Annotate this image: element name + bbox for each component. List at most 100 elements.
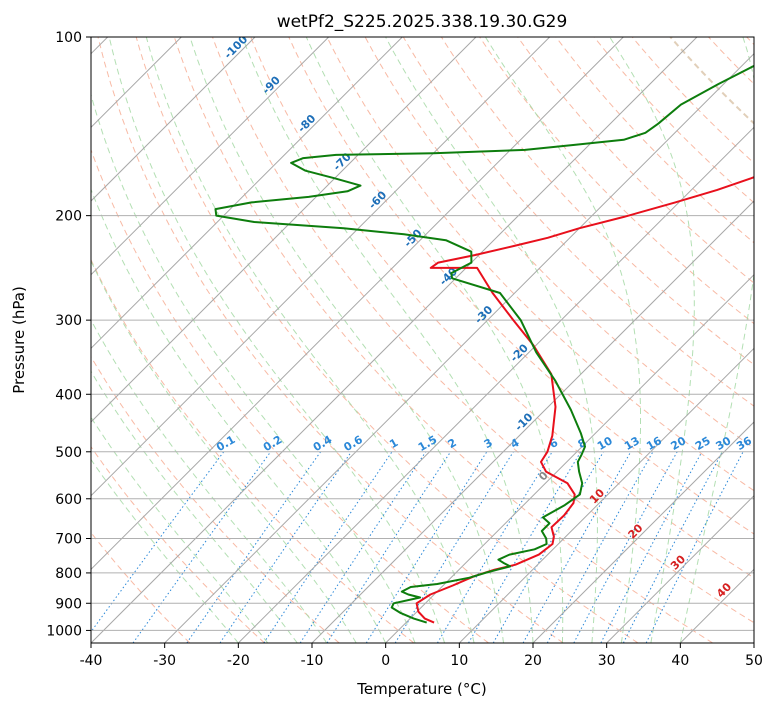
mixing-ratio-line [263, 451, 393, 643]
mixing-ratio-line [132, 451, 272, 643]
mixing-ratio-line [522, 451, 632, 643]
isotherm-line [753, 642, 754, 643]
isotherm-line [91, 37, 477, 423]
mixing-ratio-label: 16 [644, 434, 664, 453]
y-tick-label: 1000 [46, 623, 82, 639]
mixing-ratio-label: 2 [446, 436, 459, 451]
isotherm-line [532, 421, 754, 643]
dry-adiabat [91, 355, 340, 643]
isotherm-line [311, 200, 754, 643]
moist-adiabats [91, 37, 754, 643]
isotherm-label: 40 [714, 580, 734, 600]
x-tick-label: -40 [80, 653, 103, 669]
moist-adiabat [484, 37, 641, 643]
moist-adiabat [91, 370, 298, 643]
y-tick-label: 900 [55, 596, 82, 612]
isotherm-line [606, 494, 754, 643]
mixing-ratio-line [546, 451, 654, 643]
mixing-ratio-label: 3 [482, 436, 495, 451]
dry-adiabat [212, 37, 754, 624]
isotherm-label: -60 [366, 188, 389, 211]
dry-adiabat [91, 258, 415, 643]
mixing-ratio-line [573, 451, 678, 643]
dry-adiabat [91, 531, 191, 643]
moist-adiabat [241, 37, 534, 643]
x-axis-ticks: -40 -30 -20 -10 0 10 20 30 40 50 [80, 643, 763, 669]
isotherm-label: -80 [295, 112, 318, 135]
moist-adiabat [91, 416, 269, 643]
mixing-ratio-line [600, 451, 703, 643]
mixing-ratio-label: 1.5 [416, 433, 439, 454]
mixing-ratio-label: 20 [668, 434, 688, 453]
x-tick-label: 0 [381, 653, 390, 669]
mixing-ratio-line [219, 451, 352, 643]
plot-frame [90, 36, 755, 644]
isotherm-label: -90 [260, 73, 283, 96]
isotherms [91, 37, 754, 643]
dry-adiabat [250, 37, 754, 579]
chart-title: wetPf2_S225.2025.338.19.30.G29 [277, 12, 568, 32]
dry-adiabat [555, 37, 754, 244]
dry-adiabat [440, 37, 754, 366]
y-tick-label: 200 [55, 209, 82, 225]
moist-adiabat [91, 319, 328, 643]
dry-adiabat [97, 37, 564, 643]
dry-adiabat [91, 445, 265, 643]
mixing-ratio-label: 0.6 [342, 433, 366, 454]
moist-adiabat [189, 37, 504, 643]
y-axis-ticks: 1000 900 800 700 600 500 400 300 200 100 [46, 30, 91, 639]
y-tick-label: 300 [55, 313, 82, 329]
isotherm-line [91, 37, 698, 643]
mixing-ratio-label: 30 [714, 434, 734, 453]
mixing-ratio-label: 0.1 [214, 433, 237, 454]
isotherm-line [458, 347, 754, 643]
y-tick-label: 100 [55, 30, 82, 46]
moist-adiabat [679, 37, 754, 643]
moist-adiabat [609, 37, 695, 643]
dry-adiabat [288, 37, 754, 535]
mixing-ratio-labels: 0.1 0.2 0.4 0.6 1 1.5 2 3 4 6 8 10 13 16 20 25 30 36 [214, 433, 754, 454]
isotherm-label: -20 [508, 341, 531, 364]
x-tick-label: 30 [598, 653, 616, 669]
dry-adiabat [364, 37, 754, 449]
mixing-ratio-line [91, 451, 225, 633]
isotherm-line [385, 273, 754, 643]
mixing-ratio-label: 36 [734, 434, 754, 453]
isotherm-label: 10 [587, 486, 607, 506]
isotherm-label: 30 [668, 552, 688, 572]
x-tick-label: -20 [227, 653, 250, 669]
y-tick-label: 700 [55, 532, 82, 548]
dry-adiabat [91, 148, 489, 643]
moist-adiabat [145, 37, 475, 643]
sounding-profile [214, 64, 754, 624]
dry-adiabat [708, 37, 754, 85]
y-tick-label: 500 [55, 445, 82, 461]
mixing-ratio-label: 10 [595, 434, 615, 453]
isotherm-line [91, 37, 403, 350]
moist-adiabat [91, 458, 239, 643]
dry-adiabat [326, 37, 754, 492]
dry-adiabat [135, 37, 639, 643]
mixing-ratio-label: 13 [622, 434, 642, 453]
isotherm-line [164, 52, 754, 643]
moist-adiabat [91, 188, 387, 643]
y-tick-label: 400 [55, 387, 82, 403]
y-tick-label: 600 [55, 492, 82, 508]
moist-adiabat [305, 37, 564, 643]
x-tick-label: 40 [671, 653, 689, 669]
mixing-ratio-label: 4 [508, 436, 521, 451]
dry-adiabat [746, 37, 754, 46]
y-tick-label: 800 [55, 566, 82, 582]
x-tick-label: 10 [450, 653, 468, 669]
moist-adiabat [385, 37, 598, 643]
moist-adiabat [108, 37, 446, 643]
x-tick-label: 50 [745, 653, 763, 669]
dry-adiabats [91, 37, 754, 643]
y-axis-label: Pressure (hPa) [10, 286, 28, 394]
mixing-ratio-line [326, 451, 452, 643]
mixing-ratio-label: 1 [387, 436, 400, 451]
x-tick-label: -10 [301, 653, 324, 669]
dry-adiabat [517, 37, 754, 284]
